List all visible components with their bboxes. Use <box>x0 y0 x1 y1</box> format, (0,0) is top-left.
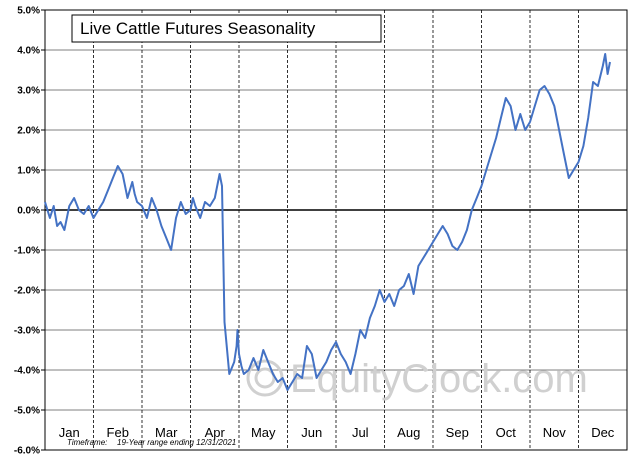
x-tick-label: Jun <box>301 425 322 440</box>
watermark: EquityClock.com <box>246 357 588 401</box>
y-tick-label: -5.0% <box>14 406 40 417</box>
timeframe-text: 19-Year range ending 12/31/2021 <box>117 438 236 447</box>
x-tick-label: Dec <box>591 425 615 440</box>
y-tick-label: 0.0% <box>17 206 40 217</box>
month-dividers <box>93 10 579 450</box>
y-tick-label: 2.0% <box>17 126 40 137</box>
y-tick-label: -3.0% <box>14 326 40 337</box>
y-tick-label: 1.0% <box>17 166 40 177</box>
x-tick-label: Jan <box>59 425 80 440</box>
x-tick-label: Oct <box>496 425 517 440</box>
seasonality-line <box>44 53 611 391</box>
y-tick-label: -4.0% <box>14 366 40 377</box>
x-tick-label: Jul <box>352 425 369 440</box>
x-tick-label: Nov <box>543 425 567 440</box>
x-tick-label: Feb <box>107 425 129 440</box>
x-tick-label: Apr <box>205 425 226 440</box>
chart-title-box: Live Cattle Futures Seasonality <box>71 14 382 43</box>
x-tick-label: Mar <box>155 425 178 440</box>
timeframe-note: Timeframe: 19-Year range ending 12/31/20… <box>67 438 236 447</box>
watermark-text: EquityClock.com <box>290 357 588 401</box>
y-tick-label: -6.0% <box>14 446 40 457</box>
y-tick-label: -2.0% <box>14 286 40 297</box>
timeframe-label: Timeframe: <box>67 438 107 447</box>
y-tick-label: 3.0% <box>17 86 40 97</box>
x-axis-month-labels: Jan Feb Mar Apr May Jun Jul Aug Sep Oct Nov Dec <box>59 425 615 440</box>
y-tick-label: -1.0% <box>14 246 40 257</box>
x-tick-label: May <box>251 425 276 440</box>
y-tick-label: 5.0% <box>17 6 40 17</box>
x-tick-label: Sep <box>446 425 469 440</box>
y-tick-label: 4.0% <box>17 46 40 57</box>
x-tick-label: Aug <box>397 425 420 440</box>
y-axis-ticks: 5.0% 4.0% 3.0% 2.0% 1.0% 0.0% -1.0% -2.0% -3.0% -… <box>14 6 45 457</box>
chart-title: Live Cattle Futures Seasonality <box>80 19 316 38</box>
